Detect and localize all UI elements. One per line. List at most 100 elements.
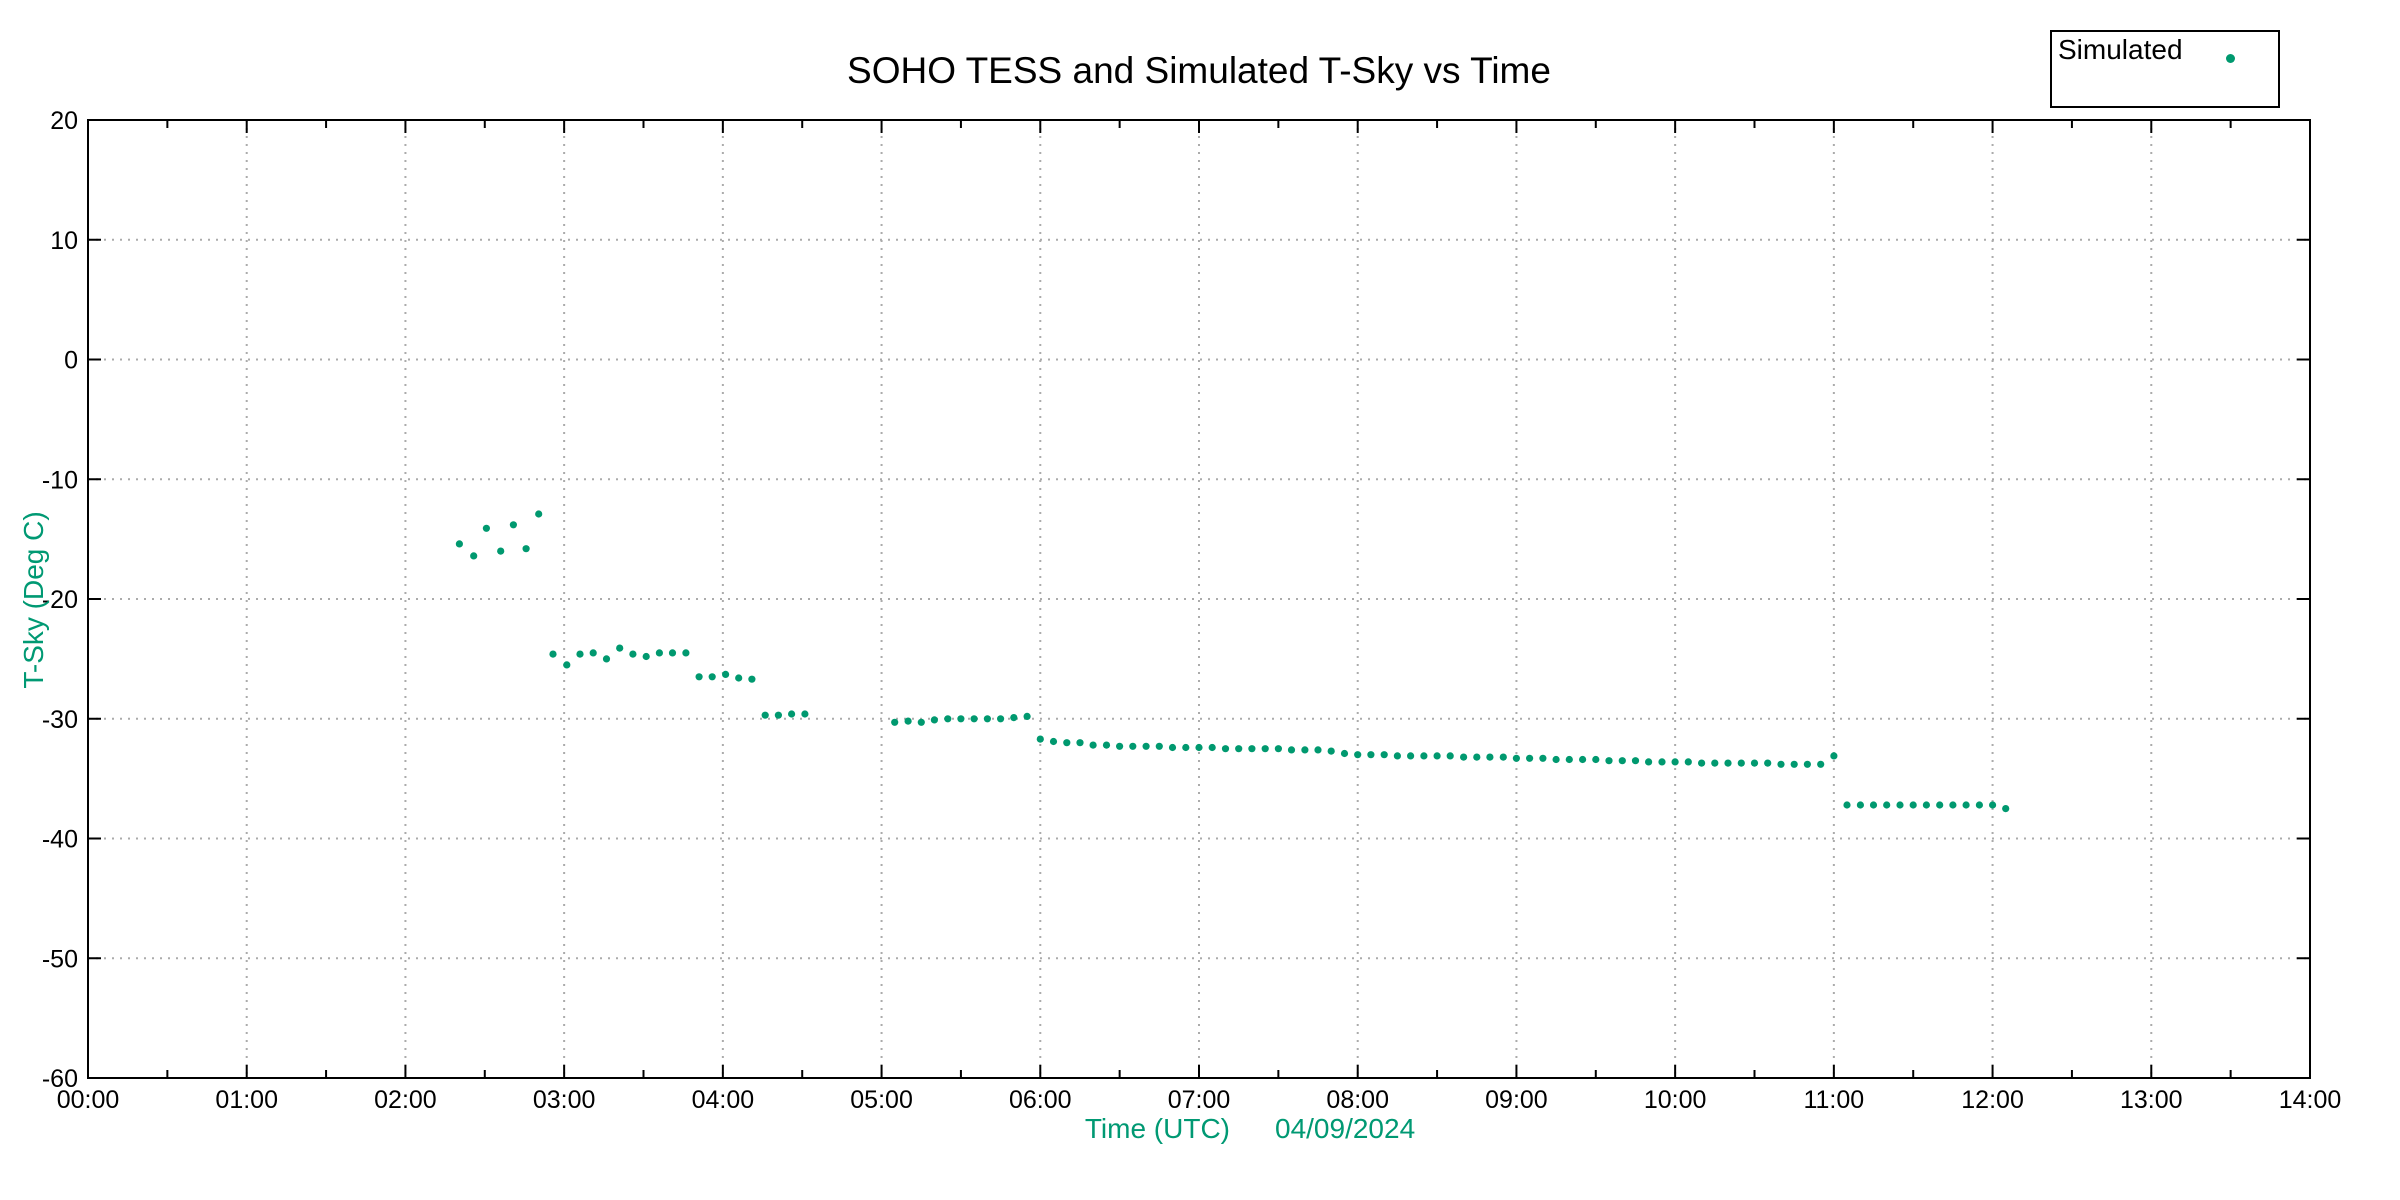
data-point <box>1155 742 1163 750</box>
data-point <box>1711 759 1719 767</box>
data-point <box>1102 741 1111 749</box>
data-point <box>1764 759 1772 767</box>
data-point <box>1221 745 1230 753</box>
legend-marker-dot-icon <box>2226 54 2235 63</box>
data-point <box>1473 753 1481 761</box>
data-point <box>1896 801 1904 809</box>
data-point <box>1076 739 1084 747</box>
data-point <box>970 715 978 723</box>
data-point <box>1142 742 1150 750</box>
data-point <box>1407 752 1415 760</box>
x-axis-title-label: Time (UTC) <box>1084 1113 1230 1144</box>
data-point <box>1036 735 1044 743</box>
data-point <box>1605 757 1613 765</box>
data-point <box>497 547 505 555</box>
data-point <box>1565 755 1573 764</box>
data-point <box>1433 752 1441 760</box>
data-point <box>904 717 912 725</box>
data-point <box>589 649 597 657</box>
data-point <box>735 674 743 682</box>
data-point <box>1684 758 1692 766</box>
legend-label: Simulated <box>2058 34 2183 65</box>
data-point <box>1460 753 1468 761</box>
y-tick-label: -50 <box>42 945 78 973</box>
data-point <box>655 649 664 657</box>
data-point <box>455 540 463 548</box>
data-point <box>1750 759 1759 767</box>
y-tick-label: -30 <box>42 706 78 734</box>
data-point <box>1499 753 1507 761</box>
data-point <box>522 545 530 553</box>
data-point <box>1195 743 1203 752</box>
data-point <box>1552 755 1560 764</box>
y-tick-label: 10 <box>50 227 78 255</box>
data-point <box>1645 758 1653 766</box>
data-point <box>1592 755 1600 764</box>
data-point <box>1803 760 1811 768</box>
x-axis-date: 04/09/2024 <box>1275 1113 1416 1144</box>
x-tick-label: 11:00 <box>1803 1086 1864 1114</box>
data-point <box>563 661 571 669</box>
data-point <box>1116 742 1124 750</box>
data-point <box>1936 801 1944 809</box>
x-tick-label: 12:00 <box>1961 1086 2024 1114</box>
x-tick-label: 08:00 <box>1326 1086 1389 1114</box>
data-point <box>509 521 517 529</box>
data-point <box>1023 712 1031 721</box>
data-point <box>722 670 730 679</box>
data-point <box>1724 759 1732 767</box>
data-point <box>682 649 690 657</box>
x-tick-label: 04:00 <box>692 1086 755 1114</box>
data-point <box>1949 801 1957 809</box>
data-point <box>1446 752 1454 760</box>
data-point <box>944 715 952 723</box>
data-point <box>1512 754 1520 762</box>
data-point <box>1129 742 1137 750</box>
data-point <box>708 673 716 681</box>
data-point <box>1830 752 1838 760</box>
data-point <box>1168 743 1177 752</box>
data-point <box>1089 741 1097 749</box>
data-point <box>482 524 490 532</box>
data-point <box>1274 745 1282 753</box>
data-point <box>1367 751 1375 759</box>
data-point <box>997 715 1005 723</box>
data-point <box>1777 760 1785 768</box>
data-point <box>891 718 899 726</box>
data-point <box>1327 747 1335 755</box>
x-axis-title: Time (UTC) 04/09/2024 <box>100 1113 2400 1145</box>
data-point <box>1922 801 1930 809</box>
data-point <box>1817 760 1825 768</box>
data-point <box>1261 745 1269 753</box>
data-point <box>695 673 703 681</box>
data-point <box>748 675 756 683</box>
data-point <box>983 715 992 723</box>
y-tick-label: -10 <box>42 466 78 494</box>
data-point <box>1962 801 1970 809</box>
data-point <box>788 710 796 718</box>
x-tick-label: 10:00 <box>1644 1086 1707 1114</box>
x-tick-label: 05:00 <box>850 1086 913 1114</box>
y-tick-label: -60 <box>42 1065 78 1093</box>
x-tick-label: 01:00 <box>215 1086 278 1114</box>
data-point <box>1658 758 1666 766</box>
x-tick-label: 14:00 <box>2279 1086 2342 1114</box>
data-point <box>1909 801 1917 809</box>
data-point <box>1340 749 1349 758</box>
data-point <box>1737 759 1745 767</box>
data-point <box>616 644 624 652</box>
data-point <box>1248 745 1256 753</box>
data-point <box>761 711 769 719</box>
data-point <box>1010 714 1018 722</box>
data-point <box>1539 754 1547 762</box>
data-point <box>629 650 637 658</box>
x-tick-label: 06:00 <box>1009 1086 1072 1114</box>
y-axis-title: T-Sky (Deg C) <box>18 511 49 689</box>
y-tick-label: -20 <box>42 586 78 614</box>
data-point <box>1049 737 1058 746</box>
x-tick-label: 00:00 <box>57 1086 120 1114</box>
data-point <box>1208 743 1216 752</box>
data-point <box>668 649 677 657</box>
data-point <box>1989 801 1997 809</box>
data-point <box>1063 739 1071 747</box>
